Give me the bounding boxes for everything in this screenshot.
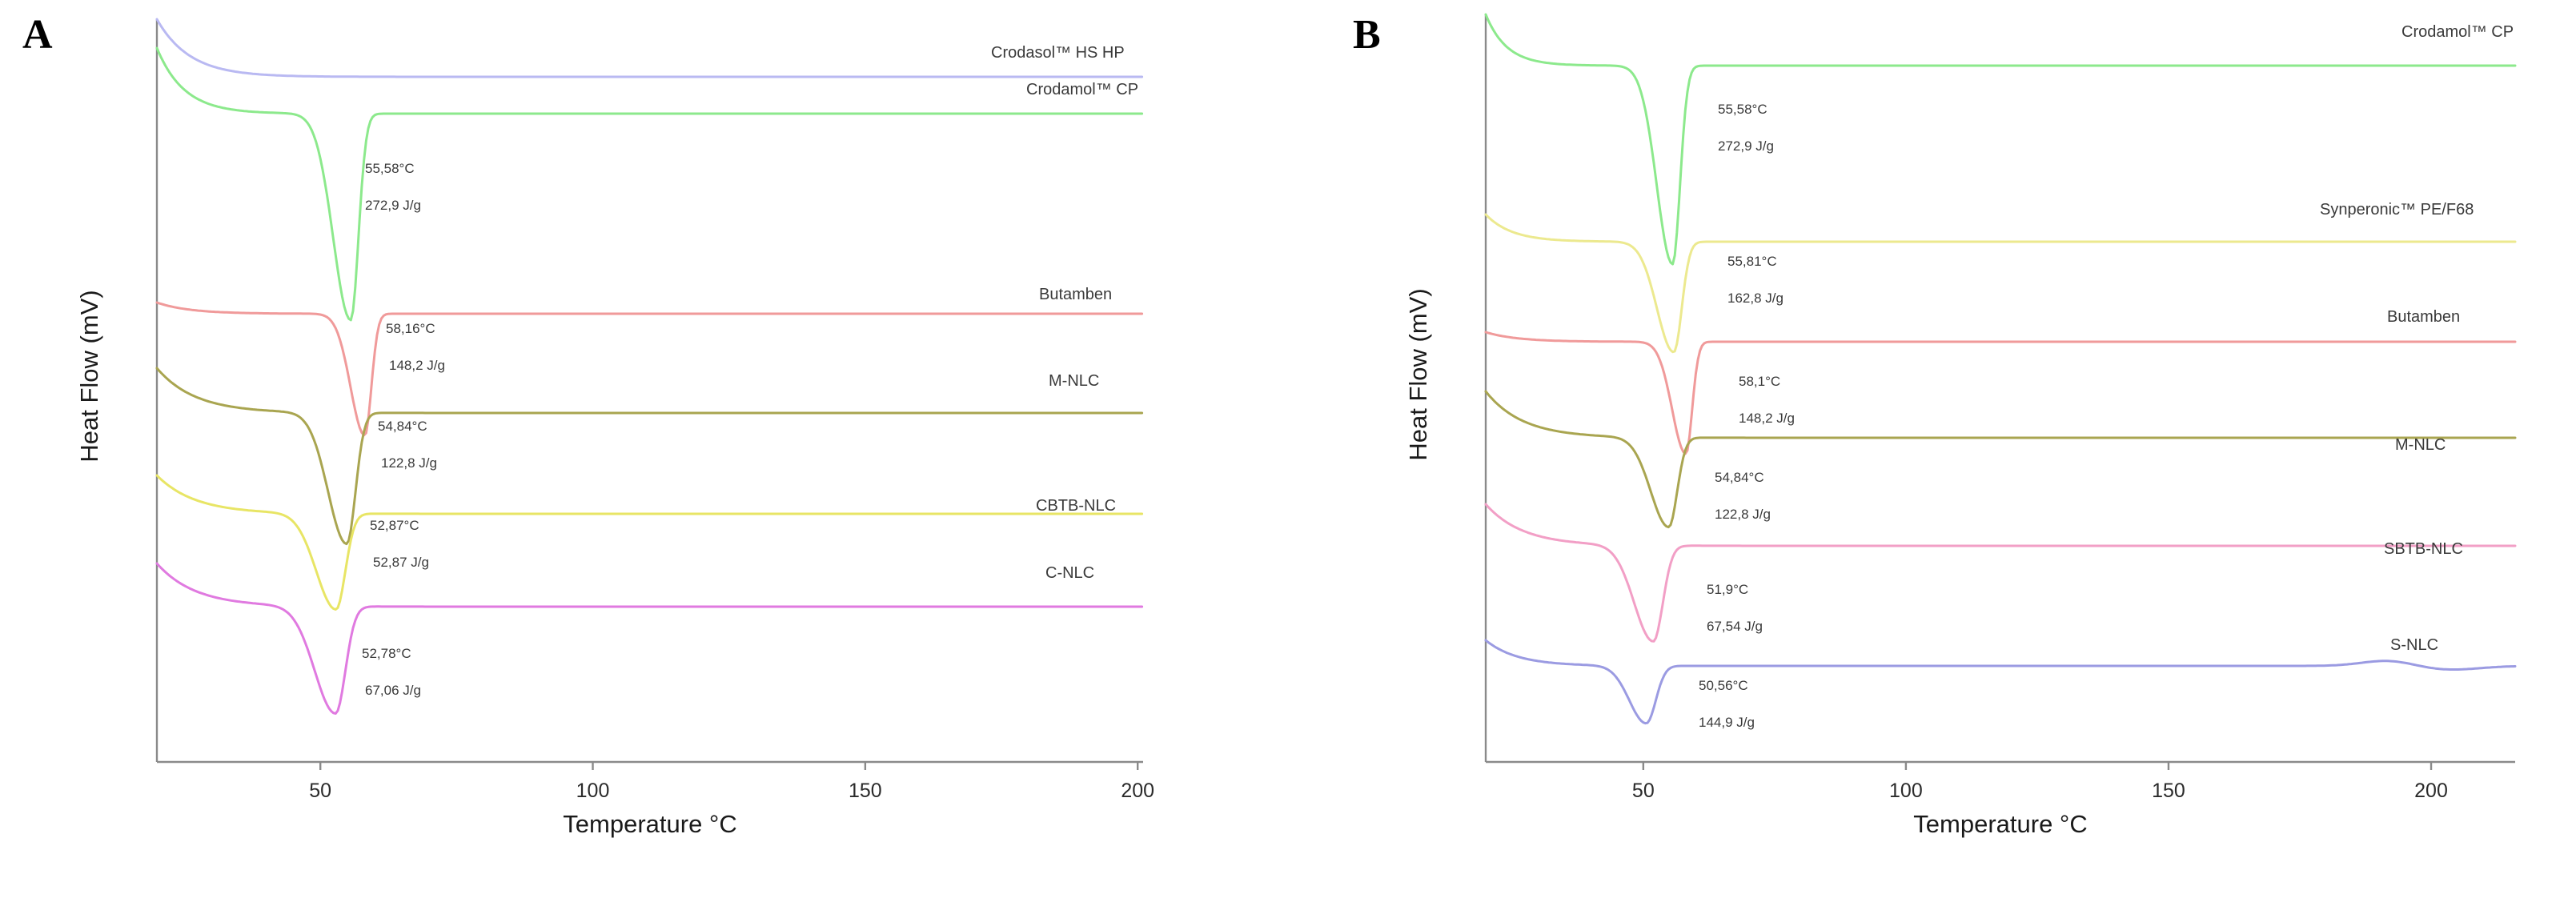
curve-cbtb-nlc xyxy=(155,474,1144,611)
x-axis-tick-label: 100 xyxy=(1889,780,1923,802)
x-axis-tick-label: 200 xyxy=(2414,780,2448,802)
series-label-synperonic-pe-f68: Synperonic™ PE/F68 xyxy=(2320,201,2474,218)
panel-b-x-axis-title: Temperature °C xyxy=(1913,810,2088,838)
peak-annotation-m-nlc: 54,84°C xyxy=(378,419,427,434)
peak-annotation-synperonic-pe-f68: 55,81°C xyxy=(1727,254,1777,269)
curve-s-nlc xyxy=(1484,639,2517,725)
peak-annotation-c-nlc: 67,06 J/g xyxy=(365,683,421,698)
series-label-crodasol-hs-hp: Crodasol™ HS HP xyxy=(991,44,1125,62)
peak-annotation-crodamol-cp: 272,9 J/g xyxy=(1718,138,1774,154)
peak-annotation-c-nlc: 52,78°C xyxy=(362,646,411,661)
peak-annotation-crodamol-cp: 55,58°C xyxy=(365,161,415,176)
x-axis-tick-label: 200 xyxy=(1121,780,1154,802)
panel-b-letter: B xyxy=(1353,12,1381,58)
curve-c-nlc xyxy=(155,562,1144,715)
peak-annotation-synperonic-pe-f68: 162,8 J/g xyxy=(1727,291,1784,306)
series-label-butamben: Butamben xyxy=(1039,286,1112,303)
peak-annotation-s-nlc: 144,9 J/g xyxy=(1699,715,1755,730)
series-label-c-nlc: C-NLC xyxy=(1045,564,1094,582)
x-axis-tick-label: 50 xyxy=(309,780,331,802)
peak-annotation-butamben: 58,16°C xyxy=(386,321,435,336)
peak-annotation-sbtb-nlc: 67,54 J/g xyxy=(1707,619,1763,634)
peak-annotation-cbtb-nlc: 52,87 J/g xyxy=(373,555,429,570)
curve-synperonic-pe-f68 xyxy=(1484,213,2517,354)
peak-annotation-sbtb-nlc: 51,9°C xyxy=(1707,582,1748,597)
peak-annotation-m-nlc: 54,84°C xyxy=(1715,470,1764,485)
series-label-butamben: Butamben xyxy=(2387,308,2460,326)
curve-m-nlc xyxy=(1484,390,2517,529)
peak-annotation-butamben: 148,2 J/g xyxy=(389,358,445,373)
peak-annotation-cbtb-nlc: 52,87°C xyxy=(370,518,419,533)
curve-sbtb-nlc xyxy=(1484,503,2517,643)
x-axis-tick-label: 150 xyxy=(2152,780,2185,802)
x-axis-tick-label: 100 xyxy=(576,780,610,802)
series-label-sbtb-nlc: SBTB-NLC xyxy=(2384,540,2463,558)
peak-annotation-butamben: 148,2 J/g xyxy=(1739,411,1795,426)
peak-annotation-s-nlc: 50,56°C xyxy=(1699,678,1748,693)
x-axis-tick-label: 50 xyxy=(1632,780,1655,802)
peak-annotation-m-nlc: 122,8 J/g xyxy=(381,455,437,471)
peak-annotation-butamben: 58,1°C xyxy=(1739,374,1780,389)
curve-m-nlc xyxy=(155,367,1144,546)
series-label-crodamol-cp: Crodamol™ CP xyxy=(1026,81,1138,98)
curve-crodamol-cp xyxy=(1484,13,2517,266)
peak-annotation-m-nlc: 122,8 J/g xyxy=(1715,507,1771,522)
series-label-m-nlc: M-NLC xyxy=(2395,436,2446,454)
peak-annotation-crodamol-cp: 272,9 J/g xyxy=(365,198,421,213)
series-label-m-nlc: M-NLC xyxy=(1049,372,1099,390)
series-label-s-nlc: S-NLC xyxy=(2390,636,2438,654)
panel-a-x-axis-title: Temperature °C xyxy=(563,810,737,838)
series-label-crodamol-cp: Crodamol™ CP xyxy=(2401,23,2514,41)
series-label-cbtb-nlc: CBTB-NLC xyxy=(1036,497,1116,515)
x-axis-tick-label: 150 xyxy=(849,780,882,802)
curve-crodasol-hs-hp xyxy=(155,18,1144,78)
panel-a-letter: A xyxy=(22,12,53,58)
curve-crodamol-cp xyxy=(155,46,1144,322)
curve-butamben xyxy=(1484,331,2517,455)
curve-butamben xyxy=(155,301,1144,437)
peak-annotation-crodamol-cp: 55,58°C xyxy=(1718,102,1767,117)
